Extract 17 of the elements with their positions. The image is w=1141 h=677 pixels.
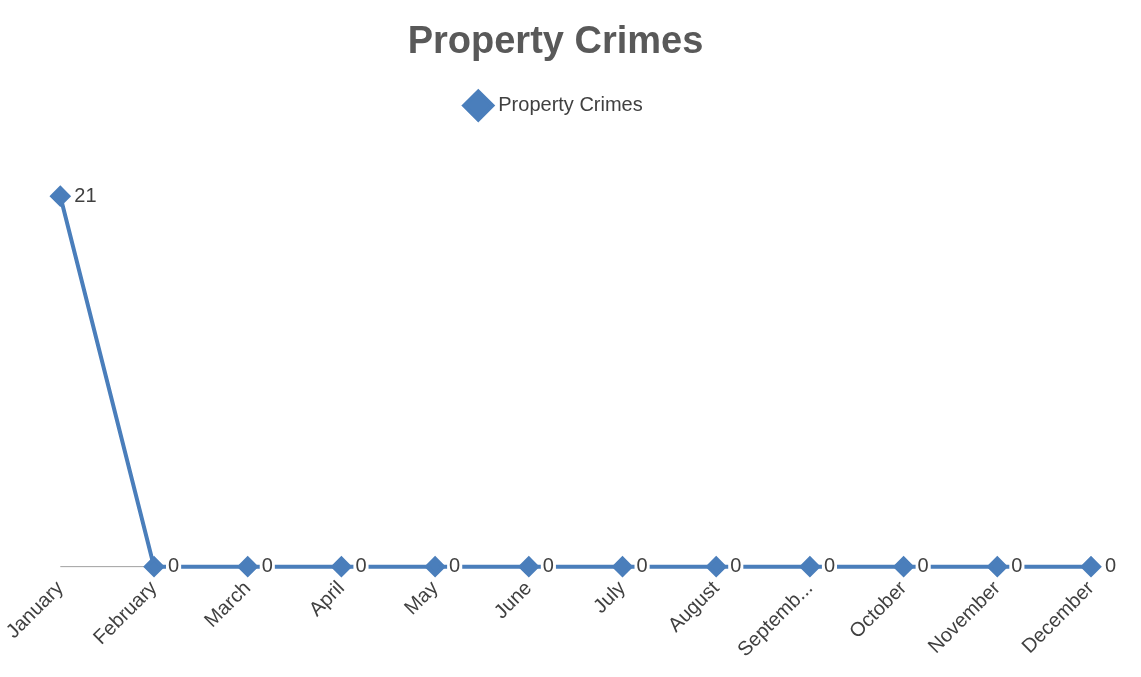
data-label: 0 (636, 554, 648, 577)
data-label: 0 (917, 554, 929, 577)
data-label: 21 (74, 183, 97, 206)
data-label: 0 (168, 554, 180, 577)
data-label: 0 (449, 554, 461, 577)
data-label: 0 (1105, 554, 1117, 577)
data-label: 0 (1011, 554, 1023, 577)
data-label: 0 (261, 554, 273, 577)
data-label: 0 (730, 554, 742, 577)
chart-title: Property Crimes (407, 19, 704, 62)
data-label: 0 (823, 554, 836, 577)
data-label: 0 (542, 554, 554, 577)
legend-label: Property Crimes (498, 93, 643, 116)
x-tick-label: July (588, 576, 630, 618)
data-label: 0 (355, 554, 367, 577)
x-tick-label: June (489, 576, 536, 623)
x-tick-label: May (399, 576, 442, 619)
